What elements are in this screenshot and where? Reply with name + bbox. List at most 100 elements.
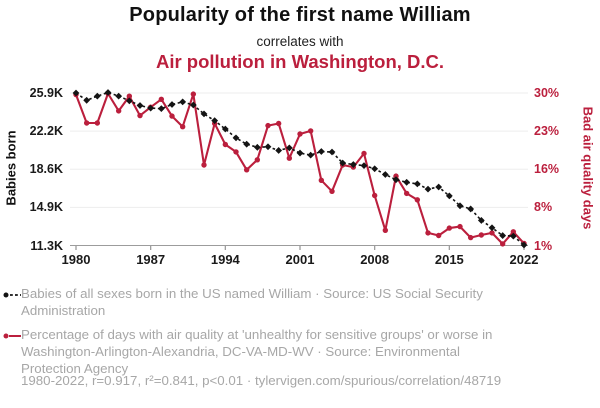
legend-item-air-quality: Percentage of days with air quality at '… [3,326,578,377]
air-quality-point [201,162,207,168]
william-point [499,232,507,239]
william-point [147,104,155,112]
y-tick-label-right: 30% [534,86,560,100]
air-quality-point [254,157,261,163]
x-tick-label: 2001 [285,252,315,267]
william-point [104,89,112,96]
stats-footer: 1980-2022, r=0.917, r²=0.841, p<0.01 · t… [21,373,502,388]
legend-label-william: Babies of all sexes born in the US named… [21,286,483,318]
y-tick-label-right: 23% [534,124,560,139]
air-quality-point [425,230,431,236]
black-dashed-series-icon [3,292,21,298]
william-point [435,183,443,191]
air-quality-point [115,108,122,114]
x-tick-label: 1980 [61,252,91,267]
y-tick-label-left: 11.3K [30,238,63,253]
air-quality-point [286,155,293,161]
air-quality-point [489,230,495,236]
william-point [445,192,453,200]
y-tick-label-right: 8% [534,200,553,215]
william-point [125,97,133,105]
william-point [317,148,325,155]
page-title: Popularity of the first name William [129,4,471,26]
william-point [392,176,400,184]
william-point [285,144,293,152]
y-axis-label-left: Babies born [3,130,19,206]
x-tick-label: 1994 [210,252,240,267]
william-point [232,134,240,142]
william-point [211,117,219,125]
air-quality-point [478,232,485,238]
y-tick-label-left: 25.9K [29,86,63,100]
air-quality-point [446,225,453,231]
william-point [72,89,80,97]
air-quality-point [467,234,474,241]
air-quality-point [499,241,506,247]
air-quality-point [94,120,101,126]
air-quality-point [275,120,282,127]
y-tick-label-right: 1% [534,238,553,253]
william-point [253,143,261,151]
william-point [456,202,464,210]
william-point [467,205,475,213]
william-point [371,165,379,173]
y-tick-label-left: 14.9K [29,200,63,215]
air-quality-point [297,131,303,137]
air-quality-point [179,124,186,130]
air-quality-point [414,197,421,203]
william-point [339,159,347,167]
william-point [115,92,123,100]
y-tick-label-right: 16% [534,162,560,177]
william-point [381,171,389,178]
air-quality-point [233,149,239,155]
william-point [275,147,283,154]
air-quality-point [243,167,250,173]
air-quality-point [126,93,133,99]
william-point [168,101,176,108]
william-point [477,217,485,224]
air-quality-point [190,91,197,97]
air-quality-point [318,177,325,183]
air-quality-point [361,150,367,157]
william-point [179,98,187,106]
x-tick-label: 2022 [509,252,539,267]
air-quality-point [382,227,389,233]
william-point [221,125,229,133]
william-point [520,241,528,249]
legend-label-air-quality: Percentage of days with air quality at '… [21,327,493,376]
air-quality-point [265,122,271,129]
william-point [200,110,208,118]
william-point [189,101,197,109]
chart-subtitle: Air pollution in Washington, D.C. [155,51,445,72]
air-quality-point [158,96,165,103]
william-point [296,149,304,157]
william-point [509,232,517,240]
william-point [243,140,251,148]
air-quality-point [307,128,314,134]
william-point [307,151,315,159]
william-point [157,105,165,113]
william-point [264,143,272,151]
x-tick-label: 2015 [434,252,464,267]
air-quality-point [510,229,517,235]
air-quality-point [403,190,410,197]
x-tick-label: 2008 [360,252,390,267]
y-tick-label-left: 18.6K [29,162,63,177]
william-point [488,224,496,232]
william-point [424,185,432,193]
air-quality-point [393,173,399,179]
air-quality-point [137,112,143,119]
william-point [403,178,411,186]
red-solid-series-icon [3,333,21,339]
william-point [328,148,336,156]
air-quality-point [169,113,175,119]
william-point [349,161,357,168]
x-tick-label: 1987 [136,252,166,267]
air-quality-point [457,223,463,230]
william-point [93,92,101,100]
legend: Babies of all sexes born in the US named… [3,285,578,384]
air-quality-point [83,120,90,126]
